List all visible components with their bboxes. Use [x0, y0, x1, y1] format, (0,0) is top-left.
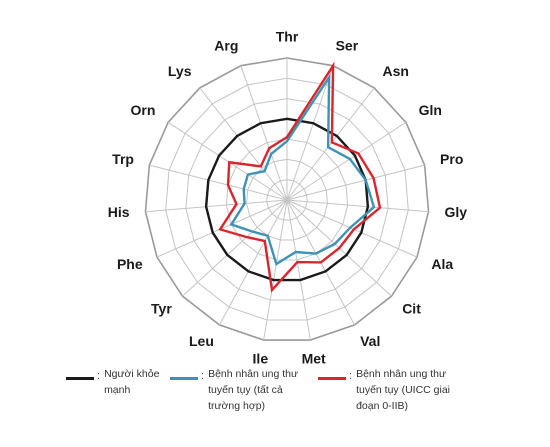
radar-series [204, 61, 382, 293]
series-line-early-stage [218, 61, 382, 293]
legend-colon: : [201, 370, 205, 382]
legend-label-all-stages: Bệnh nhân ung thư tuyến tụy (tất cả trườ… [208, 368, 298, 412]
grid-ring [246, 158, 328, 241]
axis-label-ser: Ser [336, 37, 359, 53]
legend-colon: : [97, 370, 101, 382]
radar-chart: Thr Ser Asn Gln Pro Gly Ala Cit Val Met Ile Leu Tyr P… [108, 29, 467, 366]
grid-ring [225, 138, 349, 261]
axis-label-trp: Trp [112, 151, 134, 167]
grid-spoke [286, 87, 375, 201]
grid-spoke [149, 164, 288, 201]
legend-swatch-early-stage [318, 377, 346, 380]
grid-spoke [167, 121, 288, 201]
grid-ring [144, 57, 430, 341]
legend-label-early-stage: Bệnh nhân ung thư tuyến tụy (UICC giai đ… [356, 368, 451, 412]
grid-spoke [145, 199, 288, 213]
legend-swatch-all-stages [170, 377, 198, 380]
series-line-all-stages [229, 73, 376, 266]
axis-label-pro: Pro [440, 151, 463, 167]
legend-swatch-healthy [66, 377, 94, 380]
series-line-healthy [204, 117, 370, 282]
axis-label-orn: Orn [130, 102, 155, 118]
axis-label-val: Val [360, 333, 380, 349]
legend-item-all-stages: : Bệnh nhân ung thư tuyến tụy (tất cả tr… [170, 366, 298, 414]
legend-label-healthy: Người khỏe mạnh [104, 368, 160, 396]
grid-ring [185, 98, 389, 301]
grid-spoke [286, 121, 407, 201]
grid-spoke [286, 164, 425, 201]
grid-spoke [286, 199, 418, 258]
axis-label-tyr: Tyr [151, 300, 172, 316]
axis-label-asn: Asn [383, 63, 409, 79]
grid-ring [165, 77, 409, 321]
axis-label-gln: Gln [419, 102, 442, 118]
axis-label-ile: Ile [253, 350, 269, 366]
legend-colon: : [349, 370, 353, 382]
grid-spoke [286, 65, 334, 201]
grid-spoke [286, 199, 311, 341]
legend-item-early-stage: : Bệnh nhân ung thư tuyến tụy (UICC giai… [318, 366, 450, 414]
axis-label-cit: Cit [402, 300, 421, 316]
legend-item-healthy: : Người khỏe mạnh [66, 366, 159, 398]
grid-ring [266, 179, 308, 221]
axis-label-leu: Leu [189, 333, 214, 349]
axis-label-ala: Ala [431, 256, 453, 272]
grid-spoke [199, 87, 288, 201]
axis-label-gly: Gly [444, 204, 467, 220]
axis-label-met: Met [302, 350, 326, 366]
axis-label-thr: Thr [276, 29, 299, 45]
axis-label-phe: Phe [117, 256, 143, 272]
grid-spoke [182, 199, 288, 297]
axis-label-arg: Arg [214, 37, 238, 53]
grid-spoke [263, 199, 288, 341]
grid-spoke [218, 199, 288, 326]
grid-spoke [240, 65, 288, 201]
axis-label-lys: Lys [168, 63, 192, 79]
axis-labels: Thr Ser Asn Gln Pro Gly Ala Cit Val Met Ile Leu Tyr P… [108, 29, 467, 366]
legend: : Người khỏe mạnh : Bệnh nhân ung thư tu… [0, 366, 550, 447]
radar-grid [144, 57, 430, 341]
axis-label-his: His [108, 204, 130, 220]
grid-spoke [286, 199, 429, 213]
